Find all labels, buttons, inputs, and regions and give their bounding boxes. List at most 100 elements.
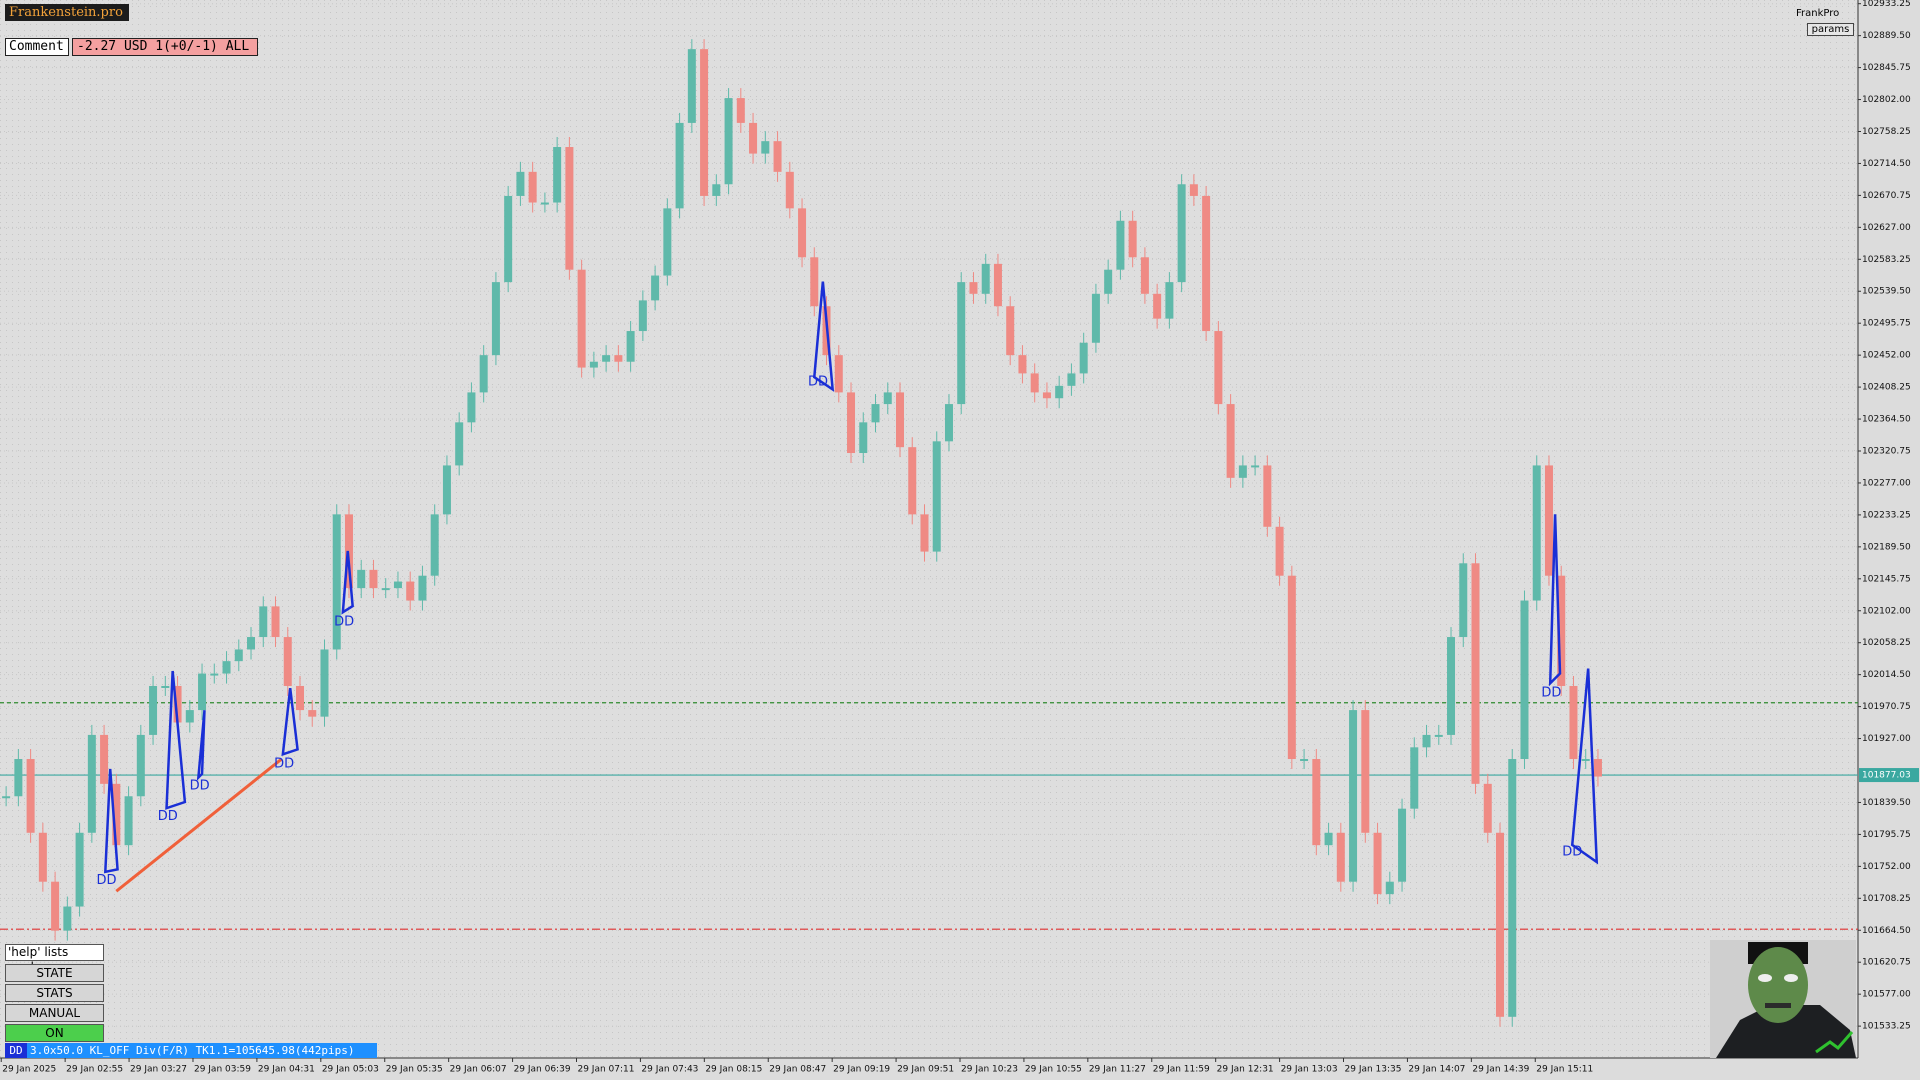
candle xyxy=(136,734,145,797)
x-tick-label: 29 Jan 10:55 xyxy=(1025,1065,1082,1075)
x-tick-label: 29 Jan 13:03 xyxy=(1281,1065,1338,1075)
x-tick-label: 29 Jan 07:11 xyxy=(577,1065,634,1075)
candle xyxy=(589,361,598,368)
trendline xyxy=(115,757,283,893)
candle xyxy=(1422,734,1431,748)
x-tick-label: 29 Jan 14:07 xyxy=(1408,1065,1465,1075)
x-tick-label: 29 Jan 02:55 xyxy=(66,1065,123,1075)
y-tick-label: 101839.50 xyxy=(1862,798,1911,808)
y-tick-label: 102408.25 xyxy=(1862,383,1911,393)
candle xyxy=(1324,832,1333,846)
x-tick-label: 29 Jan 2025 xyxy=(2,1065,56,1075)
y-tick-label: 102758.25 xyxy=(1862,127,1911,137)
candle xyxy=(602,355,611,362)
candle xyxy=(1447,637,1456,735)
candle xyxy=(859,422,868,454)
dd-label: DD xyxy=(97,873,117,888)
y-tick-label: 101577.00 xyxy=(1862,990,1911,1000)
candle xyxy=(993,263,1002,307)
candle xyxy=(491,282,500,356)
x-tick-label: 29 Jan 10:23 xyxy=(961,1065,1018,1075)
y-tick-label: 101708.25 xyxy=(1862,894,1911,904)
dd-shape xyxy=(1570,668,1599,865)
candle xyxy=(75,832,84,907)
dd-label: DD xyxy=(190,779,210,794)
candle xyxy=(271,606,280,638)
candle xyxy=(516,171,525,196)
candle xyxy=(528,171,537,203)
candle xyxy=(2,796,11,799)
candle xyxy=(87,734,96,833)
y-tick-label: 102583.25 xyxy=(1862,255,1911,265)
candle xyxy=(112,783,121,846)
candle xyxy=(1202,195,1211,332)
y-tick-label: 102670.75 xyxy=(1862,191,1911,201)
y-tick-label: 101795.75 xyxy=(1862,830,1911,840)
candle xyxy=(467,392,476,423)
candle xyxy=(185,710,194,723)
candle xyxy=(896,392,904,448)
price-label-bg xyxy=(1859,768,1919,783)
candle xyxy=(100,734,109,784)
candle xyxy=(442,465,451,515)
candle xyxy=(1091,293,1100,343)
candle xyxy=(932,441,941,552)
candle xyxy=(283,637,292,686)
candle xyxy=(626,331,635,362)
candle xyxy=(38,832,47,882)
candle xyxy=(1398,808,1407,882)
manual-button[interactable]: MANUAL xyxy=(5,1004,104,1022)
x-tick-label: 29 Jan 04:31 xyxy=(258,1065,315,1075)
candle xyxy=(810,257,819,307)
y-tick-label: 101752.00 xyxy=(1862,862,1911,872)
params-button[interactable]: params xyxy=(1807,23,1854,36)
candle xyxy=(1373,832,1382,895)
y-tick-label: 102058.25 xyxy=(1862,638,1911,648)
candle xyxy=(222,661,231,674)
dd-label: DD xyxy=(1541,686,1561,701)
candle xyxy=(210,673,219,676)
candle xyxy=(1508,759,1517,1017)
candle xyxy=(1385,881,1394,895)
candle xyxy=(847,392,856,454)
candle xyxy=(406,581,415,601)
candle xyxy=(1238,465,1247,478)
candle xyxy=(1018,355,1027,374)
candle xyxy=(1140,257,1149,294)
candle xyxy=(1214,331,1223,405)
y-tick-label: 102102.00 xyxy=(1862,606,1911,616)
on-button[interactable]: ON xyxy=(5,1024,104,1042)
candle xyxy=(26,759,35,833)
y-tick-label: 101533.25 xyxy=(1862,1022,1911,1032)
candle xyxy=(357,569,366,589)
dd-label: DD xyxy=(334,615,354,630)
y-tick-label: 102233.25 xyxy=(1862,510,1911,520)
state-button[interactable]: STATE xyxy=(5,964,104,982)
x-tick-label: 29 Jan 14:39 xyxy=(1472,1065,1529,1075)
candle xyxy=(418,575,427,601)
x-tick-label: 29 Jan 07:43 xyxy=(641,1065,698,1075)
candle xyxy=(712,184,721,196)
candle xyxy=(14,759,23,797)
candle xyxy=(1165,282,1174,319)
y-tick-label: 102627.00 xyxy=(1862,223,1911,233)
candle xyxy=(1128,220,1137,258)
status-text: 3.0x50.0 KL_OFF Div(F/R) TK1.1=105645.98… xyxy=(27,1043,377,1058)
candle xyxy=(296,685,304,711)
candle xyxy=(1336,832,1345,882)
candle xyxy=(957,282,966,405)
candle xyxy=(908,447,917,515)
stats-button[interactable]: STATS xyxy=(5,984,104,1002)
candle xyxy=(798,208,807,258)
dd-label: DD xyxy=(808,375,828,390)
candle xyxy=(1177,184,1186,283)
candle xyxy=(1263,465,1272,527)
dd-label: DD xyxy=(274,757,294,772)
candle xyxy=(920,514,929,552)
candle xyxy=(1116,220,1125,270)
dd-label: DD xyxy=(1562,845,1582,860)
candle xyxy=(320,649,329,717)
y-tick-label: 101664.50 xyxy=(1862,926,1911,936)
candle xyxy=(332,514,341,650)
